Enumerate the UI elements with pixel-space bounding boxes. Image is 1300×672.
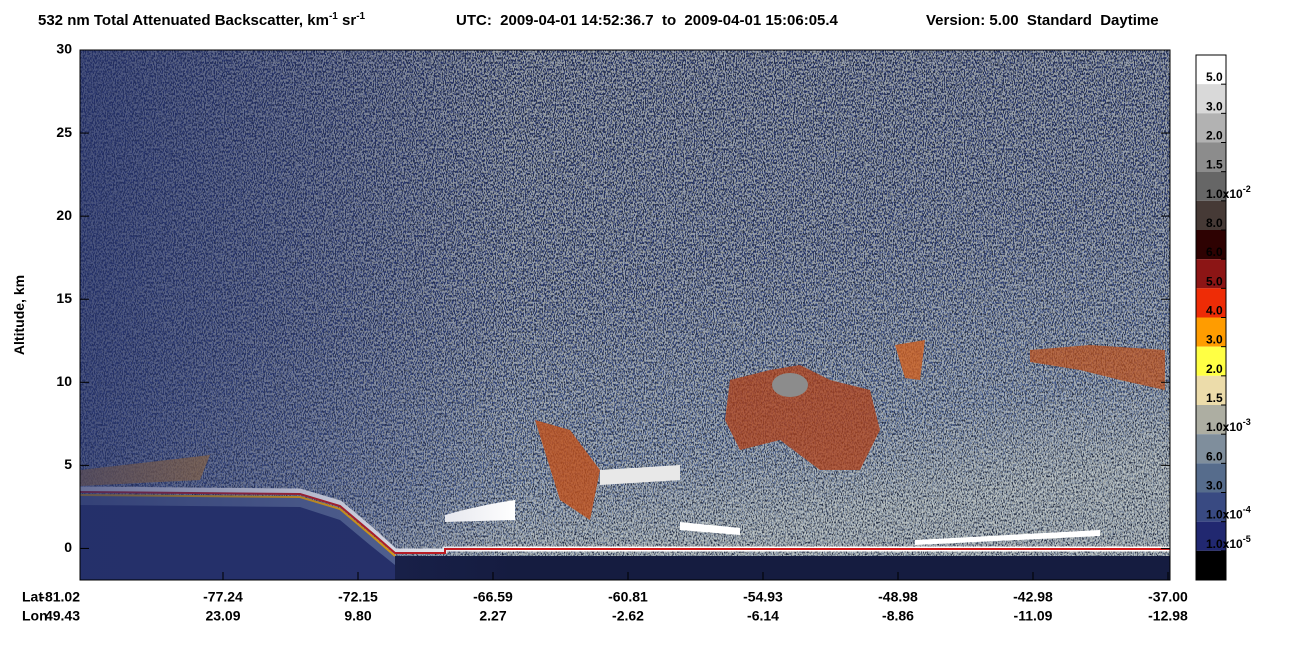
plot-area (79, 50, 1170, 580)
lon-label: 2.27 (479, 608, 506, 624)
colorbar-label-exp: -2 (1243, 184, 1251, 194)
colorbar-swatch (1196, 463, 1226, 493)
lon-label: 9.80 (344, 608, 371, 624)
colorbar-label-exp: -5 (1243, 534, 1251, 544)
lat-label: -42.98 (1013, 589, 1053, 605)
colorbar-swatch (1196, 288, 1226, 318)
colorbar-label-text: 3.0 (1206, 333, 1223, 347)
colorbar-label: 5.0 (1206, 275, 1223, 289)
colorbar-swatch (1196, 142, 1226, 172)
colorbar-swatch (1196, 55, 1226, 85)
chart-title: 532 nm Total Attenuated Backscatter, km-… (38, 11, 366, 29)
y-tick-label: 25 (56, 124, 72, 140)
colorbar-label: 8.0 (1206, 216, 1223, 230)
colorbar-label: 4.0 (1206, 304, 1223, 318)
y-tick-label: 20 (56, 207, 72, 223)
colorbar-label-text: 4.0 (1206, 304, 1223, 318)
colorbar-swatch (1196, 259, 1226, 289)
colorbar-label: 2.0 (1206, 362, 1223, 376)
y-axis-label: Altitude, km (11, 275, 27, 355)
lon-row-label: Lon (22, 608, 48, 624)
lat-label: -81.02 (40, 589, 80, 605)
colorbar-label: 1.0x10-2 (1206, 184, 1251, 201)
colorbar-swatch (1196, 171, 1226, 201)
left-fade (80, 50, 1170, 580)
colorbar-swatch (1196, 492, 1226, 522)
colorbar-label: 1.5 (1206, 158, 1223, 172)
lat-label: -72.15 (338, 589, 378, 605)
title-sup: -1 (356, 11, 365, 22)
colorbar-swatch (1196, 200, 1226, 230)
colorbar-label: 1.0x10-5 (1206, 534, 1251, 551)
colorbar-label-exp: -3 (1243, 418, 1251, 428)
lat-label: -60.81 (608, 589, 648, 605)
y-tick-label: 15 (56, 290, 72, 306)
colorbar-label-text: 3.0 (1206, 479, 1223, 493)
colorbar-swatch (1196, 84, 1226, 114)
colorbar-swatch (1196, 434, 1226, 464)
title-text: sr (338, 12, 357, 29)
colorbar-swatch (1196, 375, 1226, 405)
lat-row-label: Lat (22, 589, 43, 605)
colorbar-label-text: 1.0x10 (1206, 537, 1243, 551)
lon-label: -8.86 (882, 608, 914, 624)
title-text: 532 nm Total Attenuated Backscatter, km (38, 12, 329, 29)
y-tick-label: 5 (64, 456, 72, 472)
lon-label: -11.09 (1014, 608, 1053, 624)
colorbar-label-text: 8.0 (1206, 216, 1223, 230)
lon-label: -6.14 (747, 608, 779, 624)
lat-label: -54.93 (743, 589, 783, 605)
lon-label: 23.09 (205, 608, 240, 624)
colorbar-label: 3.0 (1206, 333, 1223, 347)
plot-frame (79, 49, 1171, 581)
lat-label: -66.59 (473, 589, 513, 605)
colorbar-swatch (1196, 405, 1226, 435)
colorbar-label-text: 1.0x10 (1206, 508, 1243, 522)
colorbar-label-text: 6.0 (1206, 245, 1223, 259)
colorbar-label-text: 2.0 (1206, 362, 1223, 376)
colorbar-label: 6.0 (1206, 245, 1223, 259)
utc-range: UTC: 2009-04-01 14:52:36.7 to 2009-04-01… (456, 12, 839, 29)
lon-label: -2.62 (612, 608, 644, 624)
lat-label: -37.00 (1148, 589, 1188, 605)
title-sup: -1 (329, 11, 338, 22)
y-tick-label: 0 (64, 539, 72, 555)
colorbar-label: 2.0 (1206, 129, 1223, 143)
colorbar-label: 1.0x10-3 (1206, 418, 1251, 435)
colorbar-swatch (1196, 317, 1226, 347)
colorbar-label-text: 3.0 (1206, 100, 1223, 114)
colorbar-swatch (1196, 230, 1226, 260)
lat-label: -48.98 (878, 589, 918, 605)
colorbar-label: 1.0x10-4 (1206, 505, 1251, 522)
lon-label: 49.43 (45, 608, 80, 624)
colorbar-label: 3.0 (1206, 100, 1223, 114)
colorbar-label: 5.0 (1206, 70, 1223, 84)
colorbar-swatch (1196, 113, 1226, 143)
colorbar-label-exp: -4 (1243, 505, 1251, 515)
colorbar-label-text: 5.0 (1206, 70, 1223, 84)
colorbar-label: 1.5 (1206, 391, 1223, 405)
colorbar-label-text: 5.0 (1206, 275, 1223, 289)
colorbar-label-text: 6.0 (1206, 450, 1223, 464)
colorbar-label: 3.0 (1206, 479, 1223, 493)
colorbar-swatch (1196, 346, 1226, 376)
colorbar-swatch (1196, 521, 1226, 551)
colorbar-label-text: 1.0x10 (1206, 187, 1243, 201)
version-info: Version: 5.00 Standard Daytime (926, 12, 1159, 29)
colorbar-label-text: 1.0x10 (1206, 420, 1243, 434)
colorbar-swatch (1196, 550, 1226, 580)
lon-label: -12.98 (1148, 608, 1188, 624)
colorbar-label-text: 1.5 (1206, 158, 1223, 172)
y-tick-label: 10 (56, 373, 72, 389)
colorbar-label-text: 2.0 (1206, 129, 1223, 143)
lat-label: -77.24 (203, 589, 243, 605)
y-tick-label: 30 (56, 41, 72, 57)
colorbar-label-text: 1.5 (1206, 391, 1223, 405)
colorbar-label: 6.0 (1206, 450, 1223, 464)
colorbar: 5.03.02.01.51.0x10-28.06.05.04.03.02.01.… (1195, 54, 1251, 581)
